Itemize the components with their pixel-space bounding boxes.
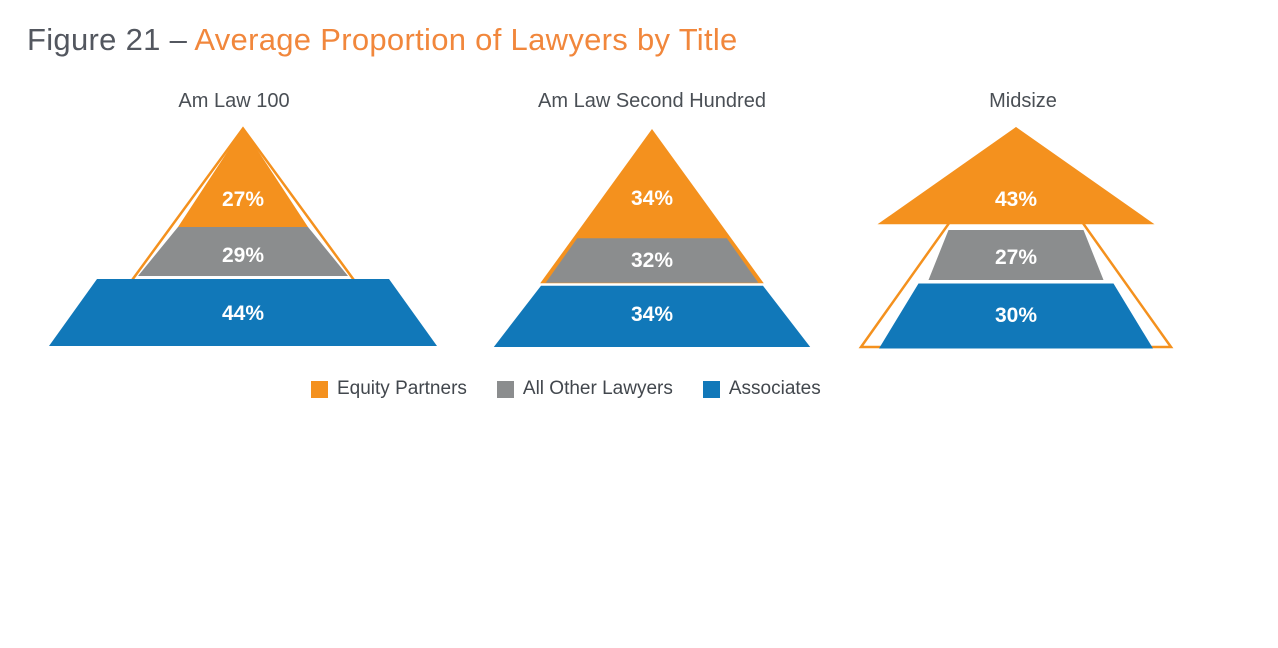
segment-label-equity-partners: 43%: [994, 188, 1038, 211]
legend-swatch-associates: [702, 380, 720, 398]
figure-title-highlight: Average Proportion of Lawyers by Title: [194, 22, 738, 57]
legend-item-equity-partners: Equity Partners: [311, 378, 467, 400]
pyramid-segment-associates: [493, 285, 811, 347]
pyramid-segment-associates: [49, 279, 437, 346]
segment-label-all-other-lawyers: 32%: [630, 249, 674, 272]
legend-swatch-all-other-lawyers: [496, 380, 514, 398]
legend-swatch-equity-partners: [311, 380, 328, 398]
figure-title-prefix: Figure 21 –: [27, 22, 195, 57]
chart-title-am-law-second-hundred: Am Law Second Hundred: [538, 90, 766, 112]
segment-label-all-other-lawyers: 29%: [221, 244, 265, 267]
legend: Equity Partners All Other Lawyers Associ…: [311, 378, 821, 400]
segment-label-associates: 34%: [630, 303, 674, 326]
segment-label-all-other-lawyers: 27%: [994, 246, 1038, 269]
pyramid-segment-all-other-lawyers: [138, 227, 348, 276]
pyramid-segment-equity-partners: [877, 127, 1155, 225]
pyramid-segment-all-other-lawyers: [545, 238, 759, 283]
pyramid-segment-all-other-lawyers: [928, 230, 1104, 280]
chart-title-midsize: Midsize: [989, 90, 1057, 112]
figure-title: Figure 21 – Average Proportion of Lawyer…: [27, 22, 738, 58]
segment-label-equity-partners: 34%: [630, 187, 674, 210]
legend-item-all-other-lawyers: All Other Lawyers: [496, 378, 673, 400]
pyramid-segment-equity-partners: [178, 128, 308, 227]
segment-label-associates: 30%: [994, 304, 1038, 327]
legend-label: Associates: [728, 378, 821, 399]
segment-label-equity-partners: 27%: [221, 188, 265, 211]
segment-label-associates: 44%: [221, 302, 265, 325]
legend-label: All Other Lawyers: [522, 378, 673, 399]
pyramid-segment-associates: [879, 283, 1153, 349]
chart-title-am-law-100: Am Law 100: [178, 90, 290, 112]
legend-item-associates: Associates: [702, 378, 821, 400]
legend-label: Equity Partners: [337, 378, 467, 399]
